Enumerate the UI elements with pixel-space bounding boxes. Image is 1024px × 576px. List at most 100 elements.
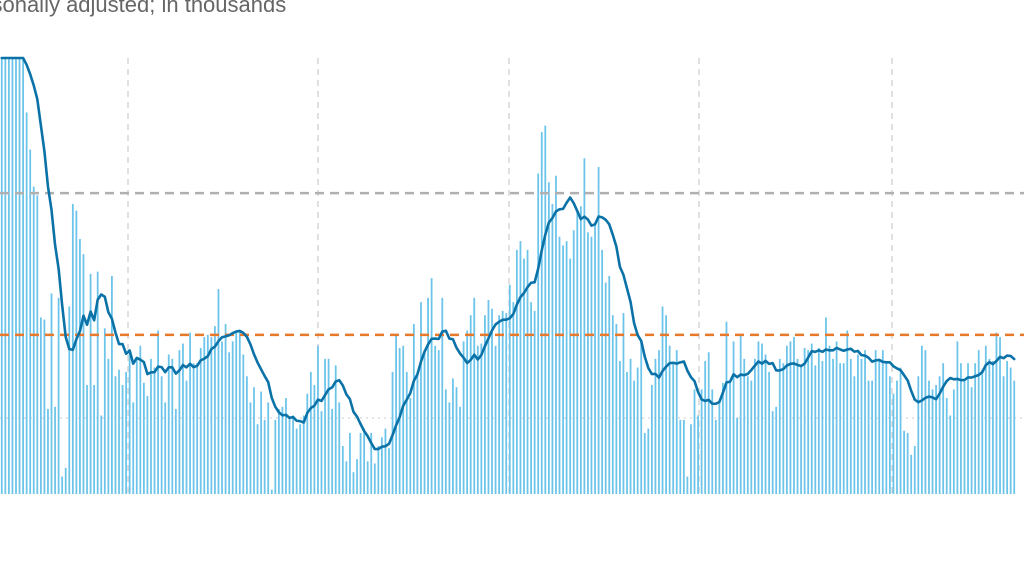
bar [25, 112, 28, 494]
bar [810, 343, 813, 494]
bar [79, 238, 81, 494]
bar [359, 432, 362, 494]
bar [57, 297, 60, 494]
bar [757, 341, 760, 494]
bar [352, 472, 355, 494]
bar [938, 376, 941, 494]
bar [643, 432, 646, 494]
bar [317, 345, 319, 494]
bar [903, 430, 905, 494]
bar [636, 367, 639, 494]
bar [473, 297, 476, 494]
bar [260, 391, 262, 494]
bar [423, 350, 426, 494]
bar [746, 376, 749, 494]
bar [444, 389, 447, 494]
bar [505, 313, 508, 494]
bar [405, 371, 408, 494]
bar [452, 378, 454, 494]
bar [231, 341, 234, 494]
bar [157, 330, 159, 494]
bar [246, 376, 248, 494]
bar [324, 358, 326, 494]
bar [39, 317, 42, 494]
bar [338, 402, 341, 494]
bar [388, 448, 390, 494]
bar [530, 302, 532, 494]
bar [47, 408, 49, 494]
bar [675, 350, 678, 494]
bar [835, 341, 838, 494]
bar [686, 476, 689, 494]
bar [32, 186, 35, 494]
bar [931, 389, 934, 494]
bar [302, 415, 305, 494]
bar [842, 363, 845, 494]
bar [182, 343, 184, 494]
bar [885, 363, 888, 494]
bar [697, 415, 699, 494]
bar [377, 446, 380, 494]
moving-average-path [0, 56, 1016, 451]
bar [132, 402, 135, 494]
bar [167, 354, 170, 494]
bar [640, 341, 643, 494]
bar [61, 476, 64, 494]
bar [0, 58, 3, 494]
bar [775, 406, 778, 494]
bar [754, 358, 756, 494]
bar [228, 352, 231, 494]
bar [221, 341, 223, 494]
bar [111, 276, 113, 494]
bar [825, 317, 827, 494]
bar [466, 330, 469, 494]
bar [395, 334, 397, 494]
bar [619, 361, 621, 494]
bar [118, 369, 120, 494]
bar [15, 58, 17, 494]
bar [647, 428, 650, 494]
bar [114, 376, 117, 494]
bar [654, 358, 657, 494]
bar [1009, 367, 1012, 494]
bar [594, 223, 596, 494]
bar [103, 328, 106, 494]
bar [185, 380, 188, 494]
bar [878, 358, 881, 494]
bar [267, 402, 270, 494]
bar [881, 350, 884, 494]
bar [949, 415, 952, 494]
bar [629, 358, 632, 494]
bar [203, 337, 206, 494]
bar [722, 382, 724, 494]
bar [363, 428, 366, 494]
bar [331, 408, 334, 494]
bar [615, 323, 618, 494]
bar [622, 313, 625, 494]
bar [910, 454, 913, 494]
bar [263, 419, 266, 494]
bar [899, 367, 902, 494]
bar [700, 389, 703, 494]
bar [135, 358, 138, 494]
bar [89, 273, 92, 494]
bar [36, 195, 39, 494]
bar [917, 376, 920, 494]
chart-subtitle: seasonally adjusted; in thousands [0, 0, 287, 17]
bar [817, 347, 820, 494]
bar [803, 347, 806, 494]
bar [487, 299, 490, 494]
bar [420, 302, 422, 494]
bar [160, 376, 163, 494]
bar [86, 385, 88, 494]
bar [171, 358, 174, 494]
bar [285, 398, 287, 494]
bar [50, 293, 53, 494]
bar [142, 382, 145, 494]
bar [398, 347, 401, 494]
bar [892, 393, 895, 494]
bar [704, 361, 707, 494]
bar [597, 167, 600, 494]
bar [448, 402, 451, 494]
